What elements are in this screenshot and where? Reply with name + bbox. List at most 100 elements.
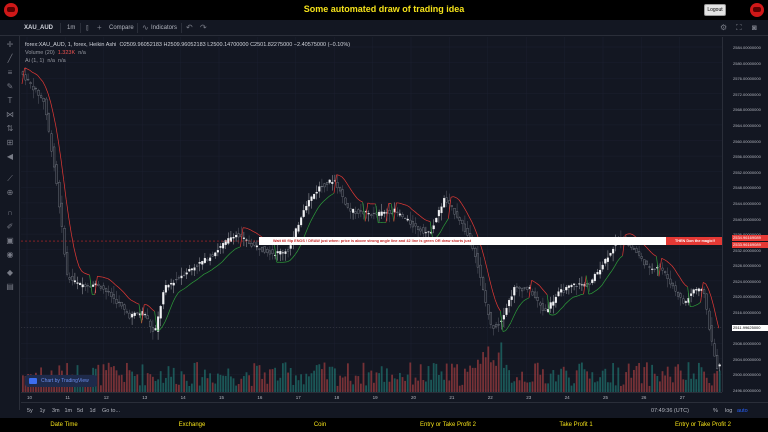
candle-body — [92, 284, 95, 287]
candle-body — [341, 189, 344, 197]
range-button[interactable]: 1y — [39, 408, 46, 414]
time-tick-label: 15 — [219, 395, 225, 400]
volume-bar — [461, 384, 464, 392]
range-button[interactable]: Go to... — [102, 408, 121, 414]
volume-bar — [282, 363, 284, 392]
volume-bar — [547, 383, 549, 392]
range-button[interactable]: 1d — [89, 408, 96, 414]
fullscreen-icon[interactable]: ⛶ — [736, 23, 742, 32]
volume-bar — [529, 382, 531, 392]
range-button[interactable]: 1m — [64, 408, 73, 414]
volume-bar — [664, 375, 666, 392]
indicator-segment — [596, 287, 600, 291]
price-axis[interactable]: 2584.00000000 2580.00000000 2576.00000000 2… — [722, 37, 768, 393]
logout-button[interactable]: Logout — [704, 4, 726, 16]
indicator-segment — [450, 196, 454, 198]
candle-body — [409, 219, 412, 225]
fib-retracement-icon[interactable]: ≡ — [7, 68, 13, 77]
volume-bar — [118, 375, 120, 392]
brush-icon[interactable]: ✎ — [6, 82, 14, 91]
interval-button[interactable]: 1m — [67, 25, 76, 31]
candle-body — [609, 253, 612, 256]
volume-bar — [672, 382, 674, 392]
candle-body — [76, 282, 79, 284]
volume-bar — [32, 383, 35, 392]
snapshot-camera-icon[interactable]: ◙ — [752, 23, 757, 32]
indicator-segment — [520, 300, 525, 304]
lock-icon[interactable]: ▣ — [6, 236, 14, 245]
arrow-icon[interactable]: ◀ — [6, 152, 14, 161]
percent-toggle[interactable]: % — [713, 408, 718, 414]
candle-body — [372, 213, 375, 214]
auto-toggle[interactable]: auto — [737, 408, 748, 414]
volume-bar — [679, 370, 682, 392]
chart-canvas[interactable] — [21, 37, 722, 392]
candle-body — [367, 213, 370, 215]
range-button[interactable]: 5y — [27, 408, 33, 414]
indicator-segment — [507, 322, 512, 328]
candle-body — [422, 227, 425, 234]
trend-line-icon[interactable]: ╱ — [7, 54, 13, 63]
symbol-search[interactable]: XAU_AUD — [24, 25, 54, 31]
volume-bar — [412, 384, 414, 392]
candle-body — [632, 248, 635, 250]
magnet-icon[interactable]: ∩ — [7, 208, 13, 217]
prediction-icon[interactable]: ⇅ — [6, 124, 14, 133]
candle-body — [492, 325, 495, 329]
undo-icon[interactable]: ↶ — [186, 23, 193, 32]
compare-plus-icon[interactable]: + — [97, 23, 102, 32]
candle-body — [105, 288, 108, 292]
indicator-segment — [229, 250, 233, 254]
volume-bar — [146, 373, 149, 392]
indicator-segment — [131, 299, 134, 302]
candle-body — [84, 284, 87, 288]
crosshair-icon[interactable]: ✛ — [6, 40, 14, 49]
candle-body — [352, 208, 355, 213]
tradingview-badge[interactable]: Chart by TradingView — [25, 375, 97, 387]
chart-style-icon[interactable]: ⫾ — [86, 23, 89, 32]
volume-bar — [258, 365, 261, 392]
chart-pane[interactable]: forex:XAU_AUD, 1, forex, Heikin Ashi O25… — [21, 37, 722, 392]
range-button[interactable]: 3m — [52, 408, 60, 414]
indicator-segment — [362, 202, 366, 222]
volume-bar — [484, 357, 487, 392]
indicator-segment — [68, 217, 72, 235]
text-tool-icon[interactable]: T — [7, 96, 13, 105]
log-toggle[interactable]: log — [725, 408, 733, 414]
indicator-segment — [37, 75, 41, 79]
candle-body — [131, 313, 134, 318]
candle-body — [47, 113, 50, 132]
indicator-segment — [175, 292, 179, 298]
indicator-segment — [609, 270, 613, 275]
legend-series: forex:XAU_AUD, 1, forex, Heikin Ashi — [25, 42, 117, 48]
indicator-segment — [466, 211, 470, 218]
range-button[interactable]: 5d — [77, 408, 84, 414]
settings-gear-icon[interactable]: ⚙ — [720, 23, 728, 32]
zoom-in-icon[interactable]: ⊕ — [6, 188, 14, 197]
indicator-segment — [494, 299, 499, 307]
time-axis[interactable]: 10 11 12 13 14 15 16 17 18 19 20 21 22 23 24 25 26 27 — [21, 392, 722, 402]
redo-icon[interactable]: ↷ — [200, 23, 207, 32]
indicator-segment — [162, 321, 166, 327]
candle-body — [42, 98, 45, 102]
indicator-segment — [671, 265, 675, 270]
volume-bar — [497, 352, 500, 392]
indicator-segment — [21, 67, 25, 85]
compare-button[interactable]: Compare — [109, 25, 134, 31]
candle-body — [149, 320, 152, 327]
volume-bar — [518, 380, 521, 392]
pattern-icon[interactable]: ⋈ — [6, 110, 14, 119]
trash-icon[interactable]: ▤ — [6, 282, 14, 291]
forecast-icon[interactable]: ⊞ — [6, 138, 14, 147]
indicators-icon[interactable]: ∿ — [142, 23, 149, 32]
volume-bar — [562, 366, 565, 392]
volume-bar — [677, 364, 679, 392]
object-tree-icon[interactable]: ◆ — [6, 268, 14, 277]
indicator-segment — [617, 257, 621, 262]
indicator-segment — [567, 298, 571, 302]
time-tick-label: 22 — [487, 395, 493, 400]
indicators-button[interactable]: Indicators — [151, 25, 178, 31]
pencil-lock-icon[interactable]: ✐ — [6, 222, 14, 231]
ruler-icon[interactable]: ⟋ — [7, 174, 13, 183]
eye-icon[interactable]: ◉ — [6, 250, 14, 259]
